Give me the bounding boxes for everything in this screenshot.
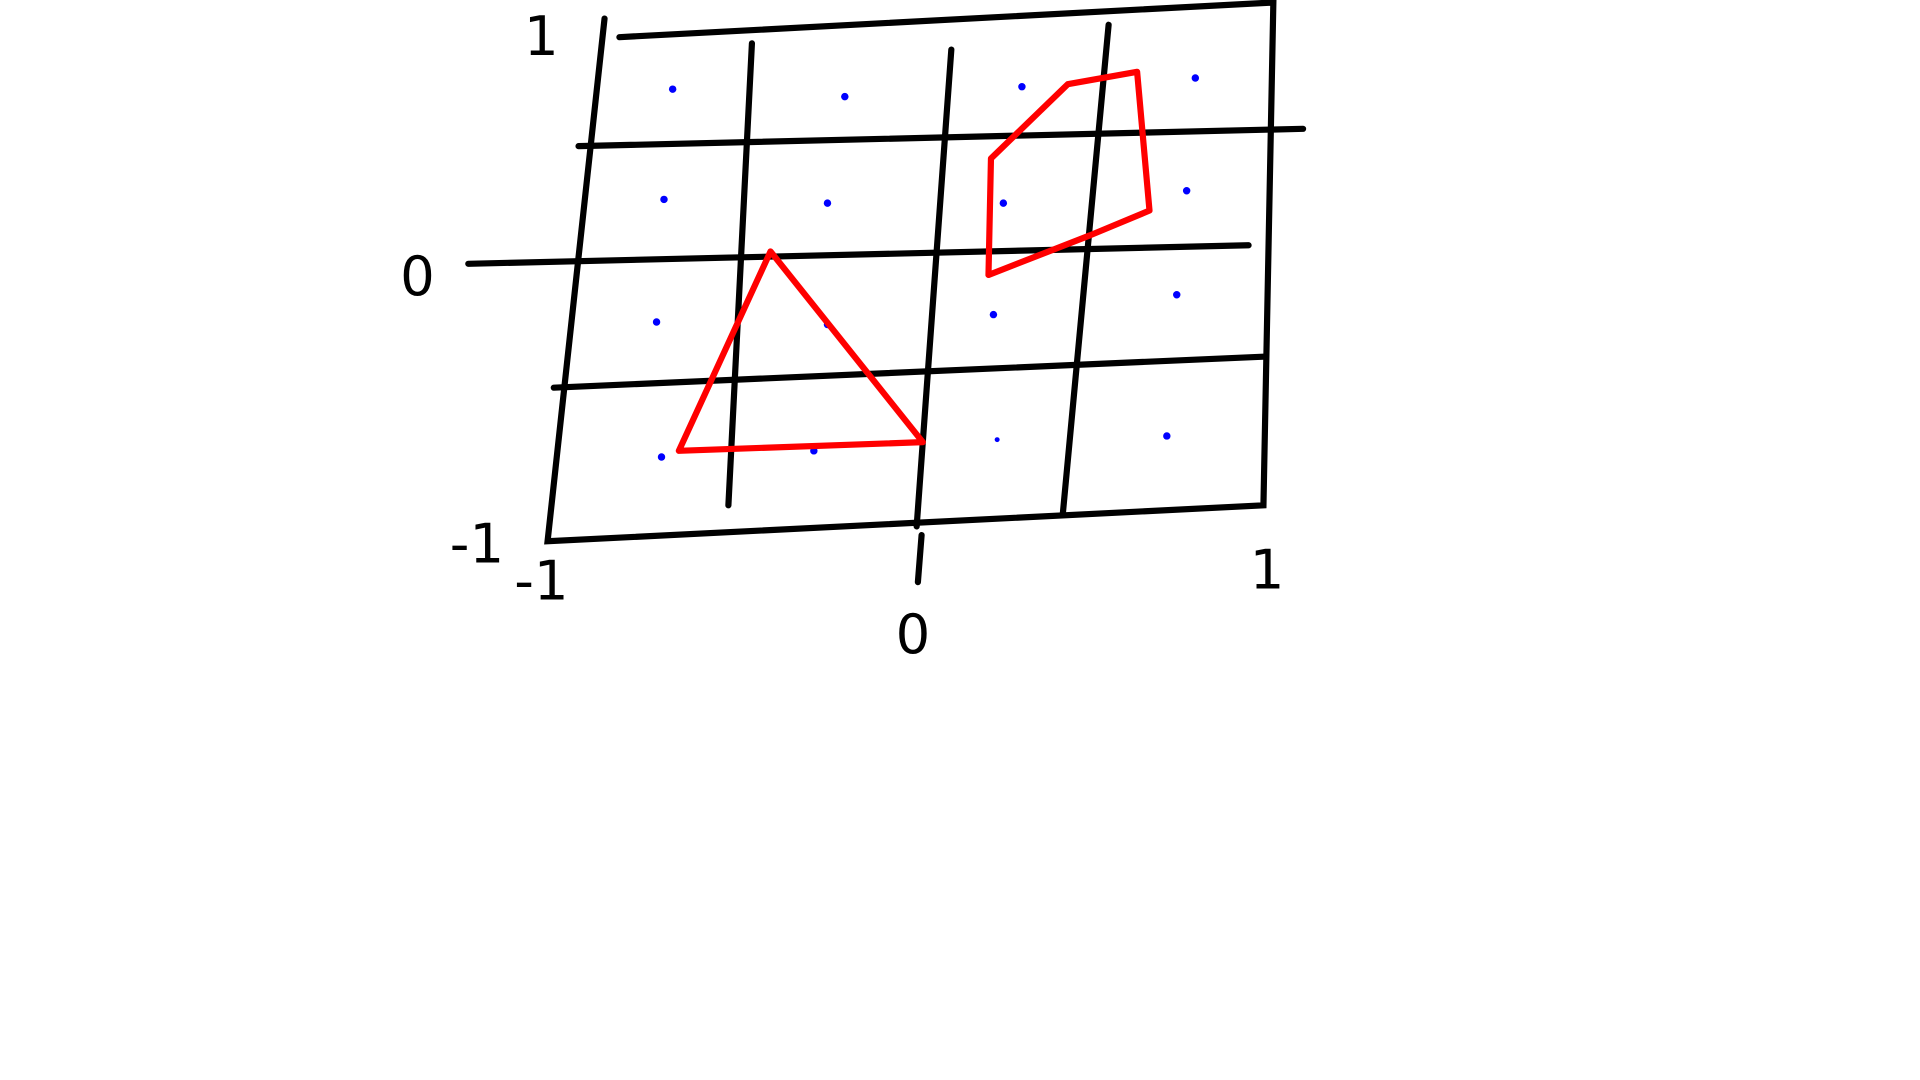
y-label: -1 <box>450 512 504 576</box>
dot <box>1018 82 1026 91</box>
dot <box>1182 187 1191 195</box>
shapes <box>675 68 1153 454</box>
dot <box>1173 291 1181 299</box>
dot <box>994 437 1000 443</box>
dot <box>999 199 1008 207</box>
grid-line <box>725 40 756 509</box>
polygon <box>985 68 1153 279</box>
grid-line <box>1059 21 1112 518</box>
grid-line <box>575 125 1307 150</box>
grid-line <box>913 46 955 530</box>
dot <box>1163 432 1171 440</box>
dot <box>652 318 661 326</box>
dot <box>657 453 666 461</box>
dot <box>989 310 998 319</box>
grid-line <box>465 242 1252 267</box>
y-label: 1 <box>524 4 559 68</box>
dot <box>1191 74 1200 82</box>
grid <box>465 0 1307 586</box>
grid-line <box>550 353 1267 391</box>
tick <box>914 531 925 586</box>
dot <box>841 92 849 101</box>
triangle <box>675 248 926 454</box>
dot <box>823 199 832 207</box>
x-label: 1 <box>1250 538 1285 602</box>
x-label: -1 <box>514 549 568 613</box>
x-label: 0 <box>896 602 931 666</box>
axis-labels: 1 0 -1 -1 0 1 <box>400 4 1284 666</box>
dot <box>660 195 668 204</box>
grid-border <box>544 0 1277 545</box>
dot <box>668 85 677 93</box>
y-label: 0 <box>400 244 435 308</box>
